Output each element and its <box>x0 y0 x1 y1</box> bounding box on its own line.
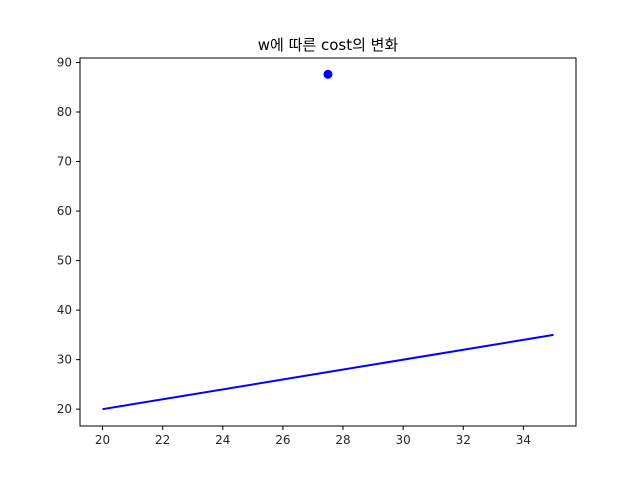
chart-title: w에 따른 cost의 변화 <box>258 36 399 54</box>
series-line <box>102 333 554 411</box>
plot-layer <box>102 69 554 411</box>
y-tick-label: 20 <box>57 402 72 416</box>
x-tick-label: 20 <box>95 433 110 447</box>
y-tick-label: 40 <box>57 303 72 317</box>
y-tick-label: 80 <box>57 105 72 119</box>
y-tick-label: 70 <box>57 155 72 169</box>
x-tick-label: 28 <box>335 433 350 447</box>
plot-frame <box>79 57 577 427</box>
axes-layer: 20 22 24 26 28 30 32 34 20 30 40 50 60 70 80 90 <box>57 55 531 447</box>
x-tick-label: 24 <box>215 433 230 447</box>
y-tick-label: 50 <box>57 254 72 268</box>
x-tick-label: 34 <box>516 433 531 447</box>
y-tick-label: 60 <box>57 204 72 218</box>
x-tick-label: 22 <box>155 433 170 447</box>
y-tick-label: 90 <box>57 55 72 69</box>
x-tick-label: 30 <box>396 433 411 447</box>
x-tick-label: 32 <box>456 433 471 447</box>
y-tick-label: 30 <box>57 353 72 367</box>
scatter-point <box>323 69 333 79</box>
x-tick-label: 26 <box>275 433 290 447</box>
